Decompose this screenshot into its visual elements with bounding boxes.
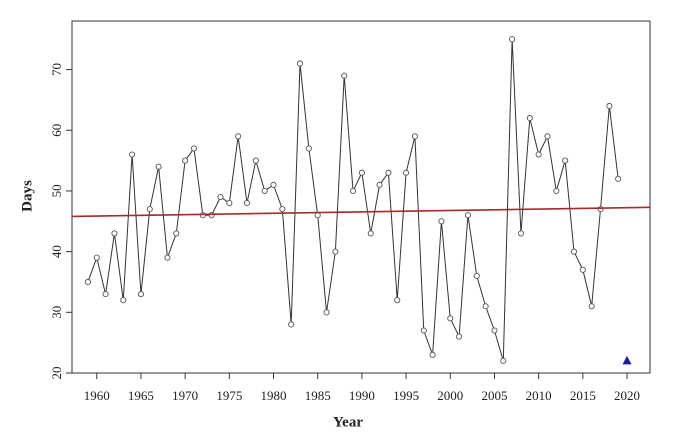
data-point: [111, 230, 118, 237]
x-tick-label: 2015: [570, 388, 596, 403]
x-tick-label: 1975: [216, 388, 242, 403]
data-point: [376, 181, 383, 188]
x-axis-title: Year: [333, 414, 363, 430]
data-point: [217, 193, 224, 201]
data-point: [323, 309, 330, 316]
data-point: [411, 133, 418, 140]
data-point: [517, 230, 525, 237]
data-point: [208, 212, 215, 219]
x-tick-label: 1995: [393, 388, 419, 403]
data-point: [129, 151, 136, 158]
data-point: [182, 157, 189, 164]
data-point: [358, 169, 365, 176]
data-point: [93, 254, 100, 261]
x-tick-label: 2020: [614, 388, 640, 403]
x-tick-label: 2005: [481, 388, 507, 403]
data-point: [535, 151, 542, 158]
data-point: [500, 357, 507, 364]
data-point: [296, 60, 304, 67]
data-point: [270, 181, 277, 188]
y-tick-label: 50: [49, 184, 64, 197]
data-point: [226, 200, 233, 207]
data-point: [261, 187, 268, 194]
data-point: [332, 248, 339, 255]
x-tick-label: 1980: [261, 388, 287, 403]
x-tick-label: 1960: [84, 388, 110, 403]
data-point: [403, 169, 410, 176]
x-tick-label: 1970: [172, 388, 198, 403]
data-point: [562, 157, 569, 164]
plot-frame: [71, 20, 651, 374]
y-tick-label: 30: [49, 306, 64, 319]
data-point: [491, 327, 498, 334]
y-tick-label: 60: [49, 124, 64, 137]
data-point: [385, 169, 392, 176]
data-point: [429, 351, 436, 358]
data-point: [420, 327, 427, 334]
data-point: [199, 212, 206, 219]
data-point: [553, 187, 560, 194]
data-point: [120, 297, 127, 304]
data-line: [87, 39, 619, 362]
data-point: [84, 278, 91, 286]
data-point: [173, 230, 180, 237]
data-point: [438, 218, 445, 225]
data-point: [155, 163, 162, 170]
y-tick-label: 20: [49, 367, 64, 380]
data-point: [615, 175, 622, 182]
data-point: [243, 200, 251, 207]
data-point: [526, 115, 533, 122]
data-point: [570, 248, 578, 255]
data-point: [314, 212, 321, 219]
data-point: [349, 187, 357, 194]
x-tick-label: 1965: [128, 388, 154, 403]
data-point: [235, 133, 242, 140]
data-point: [606, 102, 613, 110]
highlight-marker: [622, 355, 632, 365]
data-point: [544, 133, 551, 140]
x-tick-label: 1985: [305, 388, 331, 403]
data-point: [482, 303, 489, 310]
data-point: [447, 315, 454, 322]
x-tick-label: 2000: [437, 388, 463, 403]
x-tick-label: 1990: [349, 388, 375, 403]
data-point: [137, 291, 144, 298]
data-point: [367, 230, 374, 237]
data-point: [588, 303, 595, 310]
data-point: [579, 266, 586, 273]
y-tick-label: 70: [49, 63, 64, 76]
y-axis-title: Days: [19, 180, 35, 212]
x-tick-label: 2010: [526, 388, 552, 403]
y-tick-label: 40: [49, 245, 64, 258]
data-point: [464, 212, 471, 219]
data-point: [102, 291, 109, 298]
data-point: [473, 272, 480, 279]
data-point: [394, 297, 401, 304]
data-point: [252, 157, 259, 164]
data-point: [509, 36, 516, 43]
data-point: [164, 254, 171, 261]
trend-line: [71, 206, 651, 218]
data-point: [279, 206, 286, 213]
data-point: [288, 321, 295, 328]
data-point: [456, 333, 463, 340]
data-point: [146, 206, 153, 213]
data-point: [305, 145, 312, 152]
data-point: [341, 72, 348, 79]
data-point: [190, 145, 198, 152]
